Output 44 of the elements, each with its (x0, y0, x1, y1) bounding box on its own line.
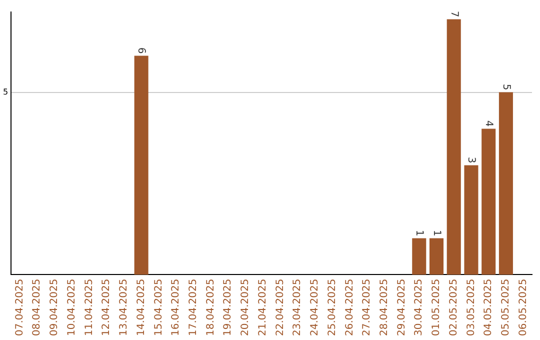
x-tick-label: 01.05.2025 (431, 278, 442, 336)
x-tick-label: 22.04.2025 (274, 278, 286, 336)
x-tick-label: 05.05.2025 (500, 278, 512, 336)
bar (412, 238, 426, 275)
data-label: 5 (500, 84, 512, 90)
x-tick-label: 10.04.2025 (66, 278, 78, 336)
x-tick-label: 11.04.2025 (84, 278, 95, 336)
x-tick-label: 18.04.2025 (205, 278, 216, 336)
x-tick-label: 08.04.2025 (32, 278, 43, 336)
x-tick-label: 28.04.2025 (379, 278, 390, 336)
x-tick-label: 23.04.2025 (292, 278, 304, 336)
x-tick-label: 16.04.2025 (170, 278, 182, 336)
x-tick-label: 07.04.2025 (14, 278, 26, 336)
data-label: 4 (482, 120, 494, 127)
x-tick-label: 29.04.2025 (396, 278, 408, 336)
data-label: 1 (414, 230, 425, 236)
x-tick-label: 06.05.2025 (518, 278, 529, 336)
x-tick-label: 09.04.2025 (49, 278, 60, 336)
x-tick-label: 04.05.2025 (483, 278, 494, 336)
x-tick-label: 24.04.2025 (310, 278, 321, 336)
bar (446, 19, 461, 275)
bar (464, 165, 478, 275)
x-tick-label: 13.04.2025 (118, 278, 130, 336)
data-label: 1 (430, 230, 442, 236)
x-tick-label: 03.05.2025 (466, 278, 477, 336)
x-tick-label: 25.04.2025 (326, 278, 338, 336)
x-tick-label: 21.04.2025 (257, 278, 268, 336)
data-label: 7 (448, 10, 460, 18)
x-tick-label: 20.04.2025 (240, 278, 252, 336)
x-tick-label: 15.04.2025 (153, 278, 164, 336)
x-tick-label: 17.04.2025 (188, 278, 199, 336)
x-tick-label: 02.05.2025 (448, 278, 460, 336)
x-tick-label: 19.04.2025 (222, 278, 234, 336)
data-label: 3 (466, 156, 477, 164)
bar (134, 56, 148, 275)
bar (482, 128, 496, 275)
x-tick-label: 12.04.2025 (101, 278, 112, 336)
bar (498, 92, 513, 275)
x-tick-label: 27.04.2025 (362, 278, 373, 336)
data-label: 6 (136, 47, 147, 54)
x-tick-label: 30.04.2025 (414, 278, 425, 336)
x-tick-label: 26.04.2025 (344, 278, 356, 336)
bar (429, 238, 444, 275)
x-tick-label: 14.04.2025 (136, 278, 147, 336)
